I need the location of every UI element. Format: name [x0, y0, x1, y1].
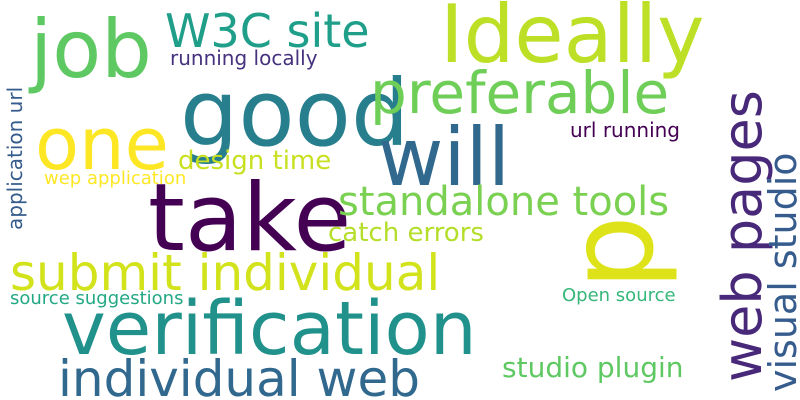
word-will: will — [378, 111, 511, 204]
word-preferable: preferable — [370, 59, 670, 127]
word-url-running: url running — [570, 118, 680, 142]
word-source-suggestions: source suggestions — [10, 288, 184, 309]
word-good: good — [180, 60, 410, 167]
word-running-locally: running locally — [170, 46, 318, 70]
word-job: job — [30, 3, 152, 96]
word-catch-errors: catch errors — [328, 218, 484, 248]
word-open-source: Open source — [562, 285, 676, 306]
word-design-time: design time — [178, 146, 332, 176]
word-visual-studio: visual studio — [761, 152, 800, 392]
word-studio-plugin: studio plugin — [502, 351, 684, 384]
word-ideally: Ideally — [440, 0, 705, 81]
word-submit-individual: submit individual — [10, 244, 441, 302]
word-w3c-site: W3C site — [165, 4, 370, 58]
word-application-url: application url — [3, 86, 27, 230]
word-take: take — [148, 164, 352, 273]
word-one: one — [35, 102, 169, 186]
word-individual-web: individual web — [58, 350, 420, 400]
word-standalone-tools: standalone tools — [338, 179, 670, 225]
word-verification: verification — [62, 286, 477, 372]
word-p: p — [542, 215, 680, 290]
word-wep-application: wep application — [44, 168, 187, 189]
